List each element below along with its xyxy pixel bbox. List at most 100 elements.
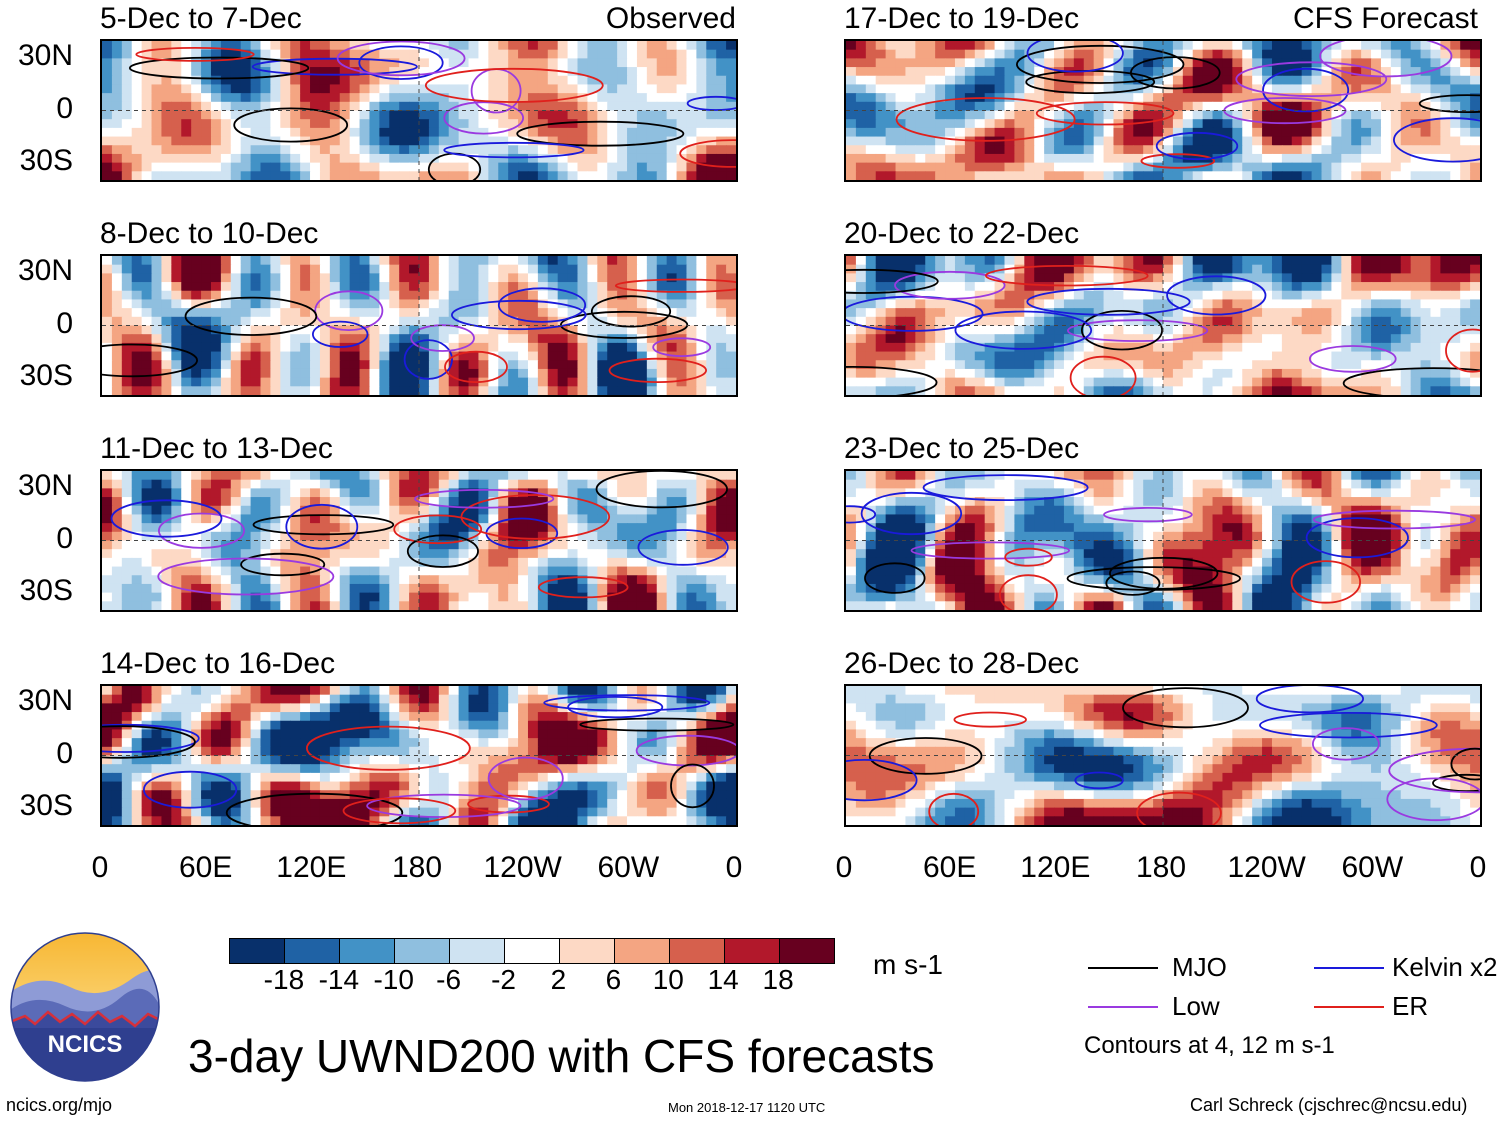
heatmap-cell bbox=[399, 549, 410, 559]
heatmap-cell bbox=[905, 119, 916, 129]
heatmap-cell bbox=[121, 790, 133, 800]
heatmap-cell bbox=[527, 479, 539, 489]
heatmap-cell bbox=[607, 549, 618, 559]
heatmap-cell bbox=[905, 127, 916, 138]
heatmap-cell bbox=[587, 471, 598, 481]
heatmap-cell bbox=[537, 531, 549, 542]
heatmap-cell bbox=[280, 686, 291, 696]
heatmap-cell bbox=[518, 256, 529, 266]
heatmap-cell bbox=[587, 127, 598, 138]
heatmap-cell bbox=[478, 531, 489, 542]
panel-title-2: 8-Dec to 10-Dec bbox=[100, 217, 319, 250]
heatmap-cell bbox=[389, 334, 400, 344]
heatmap-cell bbox=[587, 523, 598, 533]
heatmap-cell bbox=[210, 256, 222, 266]
heatmap-cell bbox=[567, 601, 579, 610]
heatmap-cell bbox=[438, 282, 450, 292]
heatmap-cell bbox=[141, 264, 153, 274]
heatmap-cell bbox=[1420, 110, 1432, 120]
heatmap-cell bbox=[171, 566, 182, 576]
heatmap-cell bbox=[577, 746, 589, 757]
heatmap-cell bbox=[181, 282, 192, 292]
heatmap-cell bbox=[359, 575, 371, 585]
heatmap-cell bbox=[151, 171, 163, 180]
heatmap-cell bbox=[518, 273, 529, 283]
heatmap-cell bbox=[716, 264, 727, 274]
heatmap-cell bbox=[191, 755, 202, 765]
contour-loop bbox=[252, 514, 395, 536]
heatmap-cell bbox=[181, 153, 192, 164]
heatmap-cell bbox=[339, 273, 351, 283]
heatmap-cell bbox=[300, 549, 311, 559]
heatmap-cell bbox=[587, 273, 598, 283]
heatmap-cell bbox=[636, 479, 648, 489]
heatmap-cell bbox=[428, 497, 440, 507]
heatmap-cell bbox=[419, 58, 430, 68]
heatmap-cell bbox=[478, 282, 489, 292]
heatmap-cell bbox=[567, 290, 579, 301]
heatmap-cell bbox=[567, 540, 579, 550]
heatmap-cell bbox=[557, 712, 569, 722]
heatmap-cell bbox=[419, 119, 430, 129]
heatmap-cell bbox=[518, 145, 529, 155]
heatmap-cell bbox=[201, 377, 212, 387]
heatmap-cell bbox=[319, 755, 331, 765]
heatmap-cell bbox=[706, 807, 717, 817]
heatmap-cell bbox=[716, 110, 727, 120]
heatmap-cell bbox=[607, 316, 618, 327]
heatmap-cell bbox=[706, 93, 717, 103]
heatmap-cell bbox=[1163, 110, 1174, 120]
heatmap-cell bbox=[488, 523, 499, 533]
heatmap-cell bbox=[1390, 101, 1402, 112]
heatmap-cell bbox=[102, 479, 113, 489]
heatmap-cell bbox=[577, 368, 589, 379]
heatmap-cell bbox=[191, 171, 202, 180]
heatmap-cell bbox=[290, 798, 301, 809]
heatmap-cell bbox=[329, 84, 341, 94]
heatmap-cell bbox=[627, 566, 638, 576]
heatmap-cell bbox=[349, 781, 361, 791]
heatmap-cell bbox=[567, 720, 579, 731]
heatmap-cell bbox=[181, 342, 192, 353]
heatmap-cell bbox=[1192, 58, 1204, 68]
heatmap-cell bbox=[567, 575, 579, 585]
heatmap-cell bbox=[636, 273, 648, 283]
heatmap-cell bbox=[1063, 136, 1075, 146]
heatmap-cell bbox=[676, 601, 688, 610]
heatmap-cell bbox=[646, 549, 658, 559]
heatmap-cell bbox=[1410, 75, 1422, 86]
heatmap-cell bbox=[1034, 67, 1045, 77]
heatmap-cell bbox=[438, 153, 450, 164]
heatmap-cell bbox=[210, 273, 222, 283]
heatmap-cell bbox=[310, 575, 321, 585]
heatmap-cell bbox=[726, 729, 736, 739]
heatmap-cell bbox=[656, 575, 668, 585]
heatmap-cell bbox=[935, 136, 946, 146]
heatmap-cell bbox=[1380, 110, 1392, 120]
heatmap-cell bbox=[359, 282, 371, 292]
heatmap-cell bbox=[498, 549, 509, 559]
heatmap-cell bbox=[557, 755, 569, 765]
heatmap-cell bbox=[567, 694, 579, 704]
heatmap-cell bbox=[935, 58, 946, 68]
heatmap-cell bbox=[310, 127, 321, 138]
heatmap-cell bbox=[716, 755, 727, 765]
heatmap-cell bbox=[131, 119, 143, 129]
heatmap-cell bbox=[547, 557, 559, 568]
heatmap-cell bbox=[161, 549, 172, 559]
heatmap-cell bbox=[1024, 127, 1035, 138]
heatmap-cell bbox=[280, 256, 291, 266]
heatmap-cell bbox=[587, 686, 598, 696]
heatmap-cell bbox=[359, 360, 371, 370]
heatmap-cell bbox=[399, 84, 410, 94]
heatmap-cell bbox=[250, 755, 262, 765]
heatmap-cell bbox=[498, 325, 509, 335]
heatmap-cell bbox=[686, 162, 697, 172]
heatmap-cell bbox=[577, 256, 589, 266]
heatmap-cell bbox=[399, 720, 410, 731]
heatmap-cell bbox=[518, 523, 529, 533]
heatmap-cell bbox=[201, 816, 212, 825]
heatmap-cell bbox=[181, 273, 192, 283]
heatmap-cell bbox=[537, 601, 549, 610]
heatmap-cell bbox=[1113, 101, 1124, 112]
